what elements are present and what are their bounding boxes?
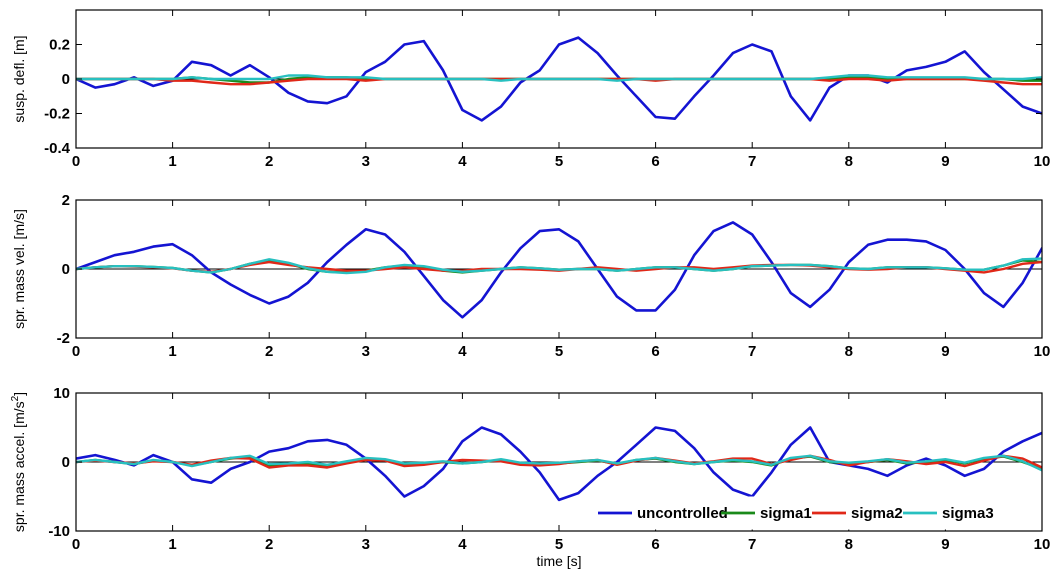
x-tick-label: 4 <box>458 343 467 360</box>
x-tick-label: 1 <box>168 536 176 553</box>
x-tick-label: 4 <box>458 153 467 170</box>
y-tick-label: 0 <box>62 261 70 278</box>
legend-label-sigma1: sigma1 <box>760 505 812 522</box>
panel-1: 0 1 2 3 4 5 6 7 8 9 10 -0.4 -0.2 0 0.2 susp. defl. [m] <box>11 9 1051 170</box>
x-tick-label: 5 <box>555 343 563 360</box>
x-tick-label: 10 <box>1034 343 1051 360</box>
x-tick-label: 9 <box>941 153 949 170</box>
x-tick-label: 6 <box>651 343 659 360</box>
x-tick-label: 3 <box>362 343 370 360</box>
x-tick-label: 0 <box>72 536 80 553</box>
x-tick-label: 1 <box>168 343 176 360</box>
y-tick-label: -0.2 <box>44 106 70 123</box>
x-tick-label: 8 <box>845 343 853 360</box>
series-lines <box>76 426 1042 502</box>
y-tick-label: 0 <box>62 454 70 471</box>
series-sigma3-line <box>76 257 1042 275</box>
x-tick-label: 9 <box>941 536 949 553</box>
y-axis-title: susp. defl. [m] <box>11 35 27 122</box>
series-sigma3-line <box>76 74 1042 82</box>
x-tick-label: 1 <box>168 153 176 170</box>
y-axis-title: spr. mass accel. [m/s2] <box>10 392 27 532</box>
series-uncontrolled-line <box>76 221 1042 319</box>
x-tick-label: 7 <box>748 343 756 360</box>
x-axis-title: time [s] <box>536 553 581 569</box>
x-tick-label: 5 <box>555 153 563 170</box>
y-tick-label: 0.2 <box>49 37 70 54</box>
y-tick-label: 10 <box>53 385 70 402</box>
x-tick-label: 0 <box>72 343 80 360</box>
x-tick-label: 3 <box>362 153 370 170</box>
y-axis-title: spr. mass vel. [m/s] <box>11 209 27 329</box>
x-tick-label: 10 <box>1034 536 1051 553</box>
y-tick-label: 0 <box>62 71 70 88</box>
x-tick-label: 4 <box>458 536 467 553</box>
y-tick-label: -0.4 <box>44 140 71 157</box>
x-tick-label: 2 <box>265 536 273 553</box>
x-tick-label: 0 <box>72 153 80 170</box>
y-tick-label: -2 <box>57 330 70 347</box>
x-tick-label: 2 <box>265 343 273 360</box>
series-lines <box>76 36 1042 122</box>
x-tick-label: 5 <box>555 536 563 553</box>
y-tick-label: 2 <box>62 192 70 209</box>
x-tick-label: 2 <box>265 153 273 170</box>
x-tick-label: 7 <box>748 153 756 170</box>
legend-label-uncontrolled: uncontrolled <box>637 505 728 522</box>
x-tick-label: 8 <box>845 153 853 170</box>
x-tick-label: 6 <box>651 536 659 553</box>
series-uncontrolled-line <box>76 426 1042 502</box>
x-tick-label: 9 <box>941 343 949 360</box>
x-tick-label: 3 <box>362 536 370 553</box>
y-tick-label: -10 <box>48 523 70 540</box>
x-tick-label: 8 <box>845 536 853 553</box>
legend-label-sigma3: sigma3 <box>942 505 994 522</box>
legend-label-sigma2: sigma2 <box>851 505 903 522</box>
x-tick-label: 7 <box>748 536 756 553</box>
series-lines <box>76 221 1042 319</box>
x-tick-label: 10 <box>1034 153 1051 170</box>
legend: uncontrolled sigma1 sigma2 sigma3 <box>594 496 1041 530</box>
x-tick-label: 6 <box>651 153 659 170</box>
series-sigma3-line <box>76 454 1042 472</box>
